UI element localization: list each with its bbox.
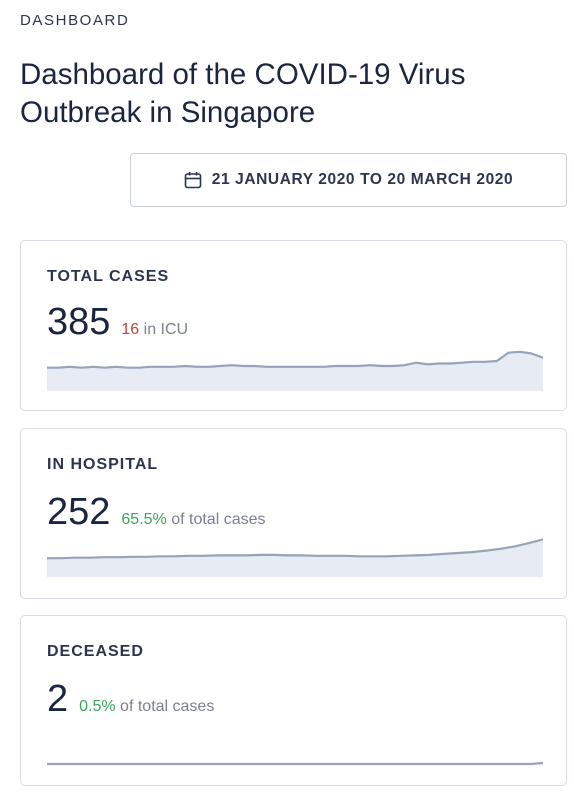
sparkline-area [47,539,543,577]
card-value-row: 385 16 in ICU [47,303,188,341]
sparkline-line [47,538,543,560]
icu-suffix: in ICU [139,321,189,338]
page-overline: DASHBOARD [20,12,130,29]
card-value-row: 2 0.5% of total cases [47,680,214,718]
deceased-share-percent: 0.5% [79,698,116,715]
card-label: IN HOSPITAL [47,456,159,473]
date-range-label: 21 JANUARY 2020 TO 20 MARCH 2020 [211,171,514,188]
card-label: DECEASED [47,643,144,660]
sparkline-line [47,761,543,766]
deceased-value: 2 [47,678,69,720]
page-title: Dashboard of the COVID-19 Virus Outbreak… [20,58,466,129]
hospital-share-percent: 65.5% [121,511,167,528]
card-label: TOTAL CASES [47,268,170,285]
hospital-share-note: 65.5% of total cases [121,511,265,529]
icu-count: 16 [121,321,140,338]
sparkline-area [47,351,543,391]
deceased-share-suffix: of total cases [115,698,215,715]
deceased-sparkline [47,761,543,766]
deceased-card[interactable]: DECEASED 2 0.5% of total cases [20,615,567,786]
date-range-button[interactable]: 21 JANUARY 2020 TO 20 MARCH 2020 [130,153,567,207]
total-cases-card[interactable]: TOTAL CASES 385 16 in ICU [20,240,567,411]
total-cases-value: 385 [47,301,111,343]
deceased-share-note: 0.5% of total cases [79,698,214,716]
total-cases-sparkline [47,350,543,391]
in-hospital-value: 252 [47,491,111,533]
sparkline-line [47,350,543,369]
card-value-row: 252 65.5% of total cases [47,493,266,531]
icu-note: 16 in ICU [121,321,188,339]
in-hospital-card[interactable]: IN HOSPITAL 252 65.5% of total cases [20,428,567,599]
calendar-icon [184,171,202,189]
in-hospital-sparkline [47,538,543,577]
hospital-share-suffix: of total cases [166,511,266,528]
